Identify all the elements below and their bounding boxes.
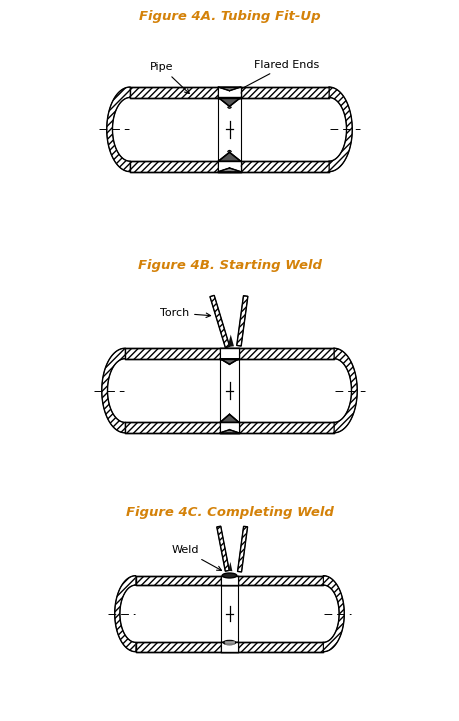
Polygon shape [324,575,344,652]
Polygon shape [230,423,239,433]
Polygon shape [125,348,334,358]
Polygon shape [329,97,347,162]
Polygon shape [125,423,334,433]
Polygon shape [218,162,230,172]
Text: Torch: Torch [160,308,211,318]
Polygon shape [221,642,238,652]
Text: Flared Ends: Flared Ends [235,60,319,92]
Polygon shape [135,575,324,585]
Polygon shape [220,415,239,433]
Polygon shape [228,562,232,571]
Polygon shape [217,526,229,571]
Polygon shape [334,358,352,423]
Ellipse shape [224,640,235,645]
Polygon shape [125,358,334,423]
Polygon shape [220,430,239,433]
Polygon shape [130,87,329,97]
Polygon shape [220,348,230,358]
Polygon shape [324,585,339,642]
Text: Weld: Weld [171,545,222,570]
Polygon shape [210,296,230,348]
Polygon shape [220,348,239,364]
Polygon shape [107,87,130,172]
Polygon shape [221,642,230,652]
Polygon shape [334,348,357,433]
Polygon shape [220,415,239,423]
Polygon shape [228,335,234,347]
Polygon shape [230,162,241,172]
Polygon shape [112,97,130,162]
Text: Figure 4B. Starting Weld: Figure 4B. Starting Weld [138,259,321,272]
Polygon shape [218,168,241,172]
Ellipse shape [222,573,237,578]
Polygon shape [218,152,241,162]
Polygon shape [120,585,135,642]
Polygon shape [218,87,230,97]
Polygon shape [230,348,239,358]
Text: Pipe: Pipe [150,62,189,94]
Polygon shape [220,423,230,433]
Text: Figure 4C. Completing Weld: Figure 4C. Completing Weld [126,506,333,519]
Text: Figure 4A. Tubing Fit-Up: Figure 4A. Tubing Fit-Up [139,10,320,23]
Polygon shape [218,87,241,91]
Polygon shape [130,97,329,162]
Polygon shape [230,642,238,652]
Polygon shape [220,358,239,364]
Polygon shape [238,526,247,572]
Polygon shape [107,358,125,423]
Polygon shape [230,575,238,585]
Polygon shape [221,575,230,585]
Polygon shape [102,348,125,433]
Polygon shape [237,296,248,346]
Polygon shape [230,87,241,97]
Polygon shape [135,642,324,652]
Polygon shape [329,87,352,172]
Polygon shape [221,575,238,585]
Polygon shape [218,87,241,107]
Polygon shape [218,97,241,107]
Polygon shape [115,575,135,652]
Polygon shape [135,585,324,642]
Polygon shape [218,151,241,172]
Polygon shape [130,162,329,172]
